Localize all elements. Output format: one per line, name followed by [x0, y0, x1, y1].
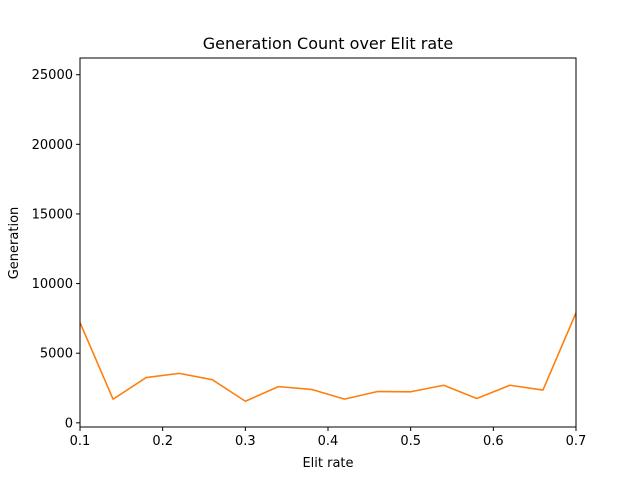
y-tick-label: 20000	[32, 138, 73, 153]
x-tick-label: 0.6	[483, 434, 504, 449]
x-axis-label: Elit rate	[302, 456, 353, 471]
x-tick-label: 0.5	[400, 434, 421, 449]
y-tick-label: 5000	[40, 347, 73, 362]
y-tick-label: 10000	[32, 277, 73, 292]
x-axis: 0.1 0.2 0.3 0.4 0.5 0.6 0.7	[70, 427, 587, 449]
chart-title: Generation Count over Elit rate	[203, 34, 454, 53]
series-line	[80, 312, 576, 403]
x-tick-label: 0.4	[318, 434, 339, 449]
y-axis-label: Generation	[7, 207, 22, 280]
y-tick-label: 25000	[32, 68, 73, 83]
y-axis: 0 5000 10000 15000 20000 25000	[32, 68, 80, 431]
x-tick-label: 0.3	[235, 434, 256, 449]
x-tick-label: 0.7	[566, 434, 587, 449]
y-tick-label: 15000	[32, 207, 73, 222]
x-tick-label: 0.2	[152, 434, 173, 449]
y-tick-label: 0	[65, 416, 73, 431]
x-tick-label: 0.1	[70, 434, 91, 449]
